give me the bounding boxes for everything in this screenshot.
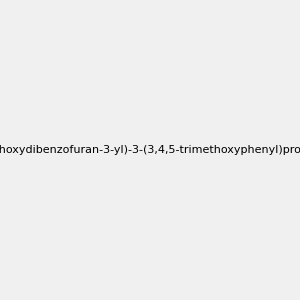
- Text: (E)-N-(2-methoxydibenzofuran-3-yl)-3-(3,4,5-trimethoxyphenyl)prop-2-enamide: (E)-N-(2-methoxydibenzofuran-3-yl)-3-(3,…: [0, 145, 300, 155]
